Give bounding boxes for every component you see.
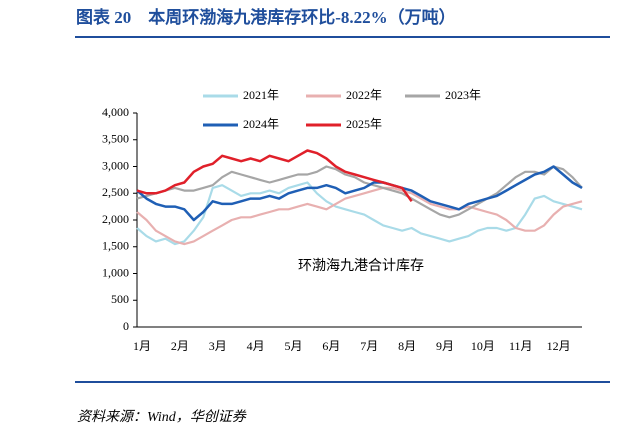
y-tick-label: 1,500	[102, 239, 129, 253]
series-line	[136, 149, 413, 203]
x-tick-label: 11月	[509, 339, 533, 353]
series-line	[136, 186, 583, 246]
legend-label: 2021年	[243, 88, 279, 102]
series-line	[136, 165, 583, 222]
legend-label: 2022年	[346, 88, 382, 102]
series-line	[136, 181, 583, 246]
chart-title: 图表 20 本周环渤海九港库存环比-8.22%（万吨）	[76, 7, 456, 27]
series-line	[136, 165, 583, 219]
annotation: 环渤海九港合计库存	[298, 258, 424, 274]
x-tick-label: 12月	[547, 339, 571, 353]
x-tick-label: 10月	[471, 339, 495, 353]
x-tick-label: 8月	[398, 339, 416, 353]
y-tick-label: 500	[111, 292, 129, 306]
y-tick-label: 3,000	[102, 158, 129, 172]
y-tick-label: 0	[123, 319, 129, 333]
x-tick-label: 3月	[209, 339, 227, 353]
x-tick-label: 4月	[247, 339, 265, 353]
y-tick-label: 4,000	[102, 105, 129, 119]
y-tick-label: 2,000	[102, 212, 129, 226]
legend-label: 2023年	[445, 88, 481, 102]
y-tick-label: 3,500	[102, 132, 129, 146]
y-tick-label: 1,000	[102, 265, 129, 279]
legend-label: 2024年	[243, 117, 279, 131]
x-tick-label: 1月	[133, 339, 151, 353]
x-tick-label: 5月	[284, 339, 302, 353]
x-tick-label: 2月	[171, 339, 189, 353]
legend-label: 2025年	[346, 117, 382, 131]
y-tick-label: 2,500	[102, 185, 129, 199]
x-tick-label: 9月	[436, 339, 454, 353]
source: 资料来源：Wind，华创证券	[77, 409, 247, 425]
x-tick-label: 7月	[360, 339, 378, 353]
x-tick-label: 6月	[322, 339, 340, 353]
